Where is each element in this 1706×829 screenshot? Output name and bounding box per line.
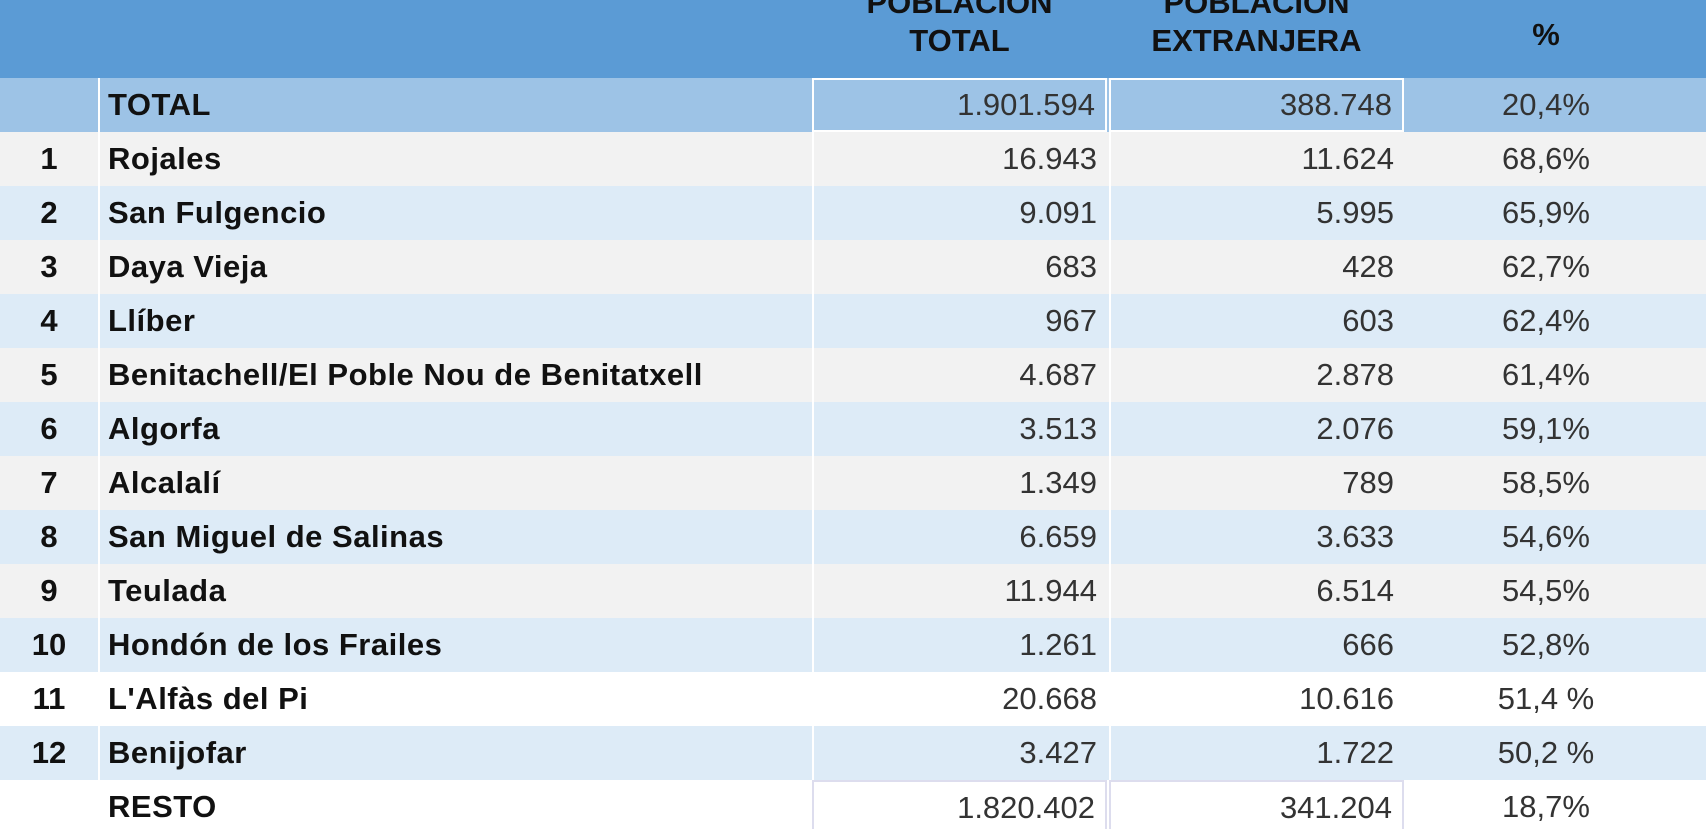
total-row-poblacion-extranjera: 388.748 [1109, 78, 1404, 132]
poblacion-total-cell: 1.349 [812, 456, 1107, 510]
municipality-name: L'Alfàs del Pi [98, 672, 810, 726]
table-header: POBLACIÓN TOTAL POBLACIÓN EXTRANJERA % [0, 0, 1706, 78]
table-row: 2 San Fulgencio 9.091 5.995 65,9% [0, 186, 1706, 240]
municipality-name: Alcalalí [98, 456, 810, 510]
municipality-name: Daya Vieja [98, 240, 810, 294]
poblacion-total-cell: 16.943 [812, 132, 1107, 186]
percent-cell: 54,6% [1502, 519, 1590, 554]
percent-cell: 62,4% [1502, 303, 1590, 338]
poblacion-extranjera-cell: 11.624 [1109, 132, 1404, 186]
poblacion-extranjera-cell: 603 [1109, 294, 1404, 348]
percent-cell: 62,7% [1502, 249, 1590, 284]
table-row: 10 Hondón de los Frailes 1.261 666 52,8% [0, 618, 1706, 672]
row-number: 5 [40, 357, 58, 392]
table-row: 5 Benitachell/El Poble Nou de Benitatxell… [0, 348, 1706, 402]
municipality-name: Hondón de los Frailes [98, 618, 810, 672]
poblacion-extranjera-cell: 10.616 [1109, 672, 1404, 726]
total-row-percent: 20,4% [1502, 87, 1590, 122]
row-number: 7 [40, 465, 58, 500]
table-row: 3 Daya Vieja 683 428 62,7% [0, 240, 1706, 294]
total-row-label: TOTAL [98, 78, 810, 132]
percent-cell: 68,6% [1502, 141, 1590, 176]
table-row: 8 San Miguel de Salinas 6.659 3.633 54,6% [0, 510, 1706, 564]
resto-row-number [0, 780, 98, 829]
poblacion-extranjera-cell: 666 [1109, 618, 1404, 672]
municipality-name: Algorfa [98, 402, 810, 456]
poblacion-extranjera-cell: 6.514 [1109, 564, 1404, 618]
total-row: TOTAL 1.901.594 388.748 20,4% [0, 78, 1706, 132]
row-number: 12 [31, 735, 67, 770]
poblacion-total-cell: 11.944 [812, 564, 1107, 618]
poblacion-extranjera-cell: 789 [1109, 456, 1404, 510]
poblacion-extranjera-cell: 2.878 [1109, 348, 1404, 402]
row-number: 3 [40, 249, 58, 284]
municipality-name: San Miguel de Salinas [98, 510, 810, 564]
municipality-name: Rojales [98, 132, 810, 186]
poblacion-total-cell: 683 [812, 240, 1107, 294]
header-percent-label: % [1532, 17, 1560, 52]
row-number: 11 [32, 681, 66, 716]
poblacion-total-cell: 6.659 [812, 510, 1107, 564]
header-poblacion-total: POBLACIÓN TOTAL [812, 0, 1107, 60]
poblacion-extranjera-cell: 428 [1109, 240, 1404, 294]
total-row-number [0, 78, 98, 132]
table-row: 12 Benijofar 3.427 1.722 50,2 % [0, 726, 1706, 780]
resto-row-poblacion-extranjera: 341.204 [1109, 780, 1404, 829]
row-number: 1 [40, 141, 58, 176]
row-number: 2 [40, 195, 58, 230]
percent-cell: 52,8% [1502, 627, 1590, 662]
poblacion-total-cell: 3.513 [812, 402, 1107, 456]
row-number: 4 [40, 303, 58, 338]
resto-row: RESTO 1.820.402 341.204 18,7% [0, 780, 1706, 829]
percent-cell: 51,4 % [1497, 681, 1595, 716]
poblacion-total-cell: 9.091 [812, 186, 1107, 240]
row-number: 6 [40, 411, 58, 446]
row-number: 10 [31, 627, 67, 662]
municipality-name: Teulada [98, 564, 810, 618]
resto-row-poblacion-total: 1.820.402 [812, 780, 1107, 829]
percent-cell: 61,4% [1502, 357, 1590, 392]
table-row: 1 Rojales 16.943 11.624 68,6% [0, 132, 1706, 186]
poblacion-total-cell: 1.261 [812, 618, 1107, 672]
header-poblacion-total-label: POBLACIÓN TOTAL [866, 0, 1053, 58]
poblacion-total-cell: 967 [812, 294, 1107, 348]
percent-cell: 58,5% [1502, 465, 1590, 500]
header-percent: % [1406, 16, 1706, 54]
poblacion-total-cell: 4.687 [812, 348, 1107, 402]
percent-cell: 65,9% [1502, 195, 1590, 230]
poblacion-total-cell: 3.427 [812, 726, 1107, 780]
percent-cell: 54,5% [1502, 573, 1590, 608]
row-number: 8 [40, 519, 58, 554]
row-number: 9 [40, 573, 58, 608]
total-row-poblacion-total: 1.901.594 [812, 78, 1107, 132]
poblacion-extranjera-cell: 3.633 [1109, 510, 1404, 564]
poblacion-extranjera-cell: 5.995 [1109, 186, 1404, 240]
municipality-name: San Fulgencio [98, 186, 810, 240]
percent-cell: 50,2 % [1497, 735, 1595, 770]
resto-row-label: RESTO [98, 780, 810, 829]
table-row: 4 Llíber 967 603 62,4% [0, 294, 1706, 348]
table-row: 7 Alcalalí 1.349 789 58,5% [0, 456, 1706, 510]
municipality-name: Llíber [98, 294, 810, 348]
municipality-name: Benijofar [98, 726, 810, 780]
table-row: 9 Teulada 11.944 6.514 54,5% [0, 564, 1706, 618]
municipality-name: Benitachell/El Poble Nou de Benitatxell [98, 348, 810, 402]
header-poblacion-extranjera: POBLACIÓN EXTRANJERA [1109, 0, 1404, 60]
table-row: 11 L'Alfàs del Pi 20.668 10.616 51,4 % [0, 672, 1706, 726]
percent-cell: 59,1% [1502, 411, 1590, 446]
resto-row-percent: 18,7% [1502, 789, 1590, 824]
poblacion-extranjera-cell: 2.076 [1109, 402, 1404, 456]
table-row: 6 Algorfa 3.513 2.076 59,1% [0, 402, 1706, 456]
header-poblacion-extranjera-label: POBLACIÓN EXTRANJERA [1151, 0, 1362, 58]
poblacion-total-cell: 20.668 [812, 672, 1107, 726]
poblacion-extranjera-cell: 1.722 [1109, 726, 1404, 780]
